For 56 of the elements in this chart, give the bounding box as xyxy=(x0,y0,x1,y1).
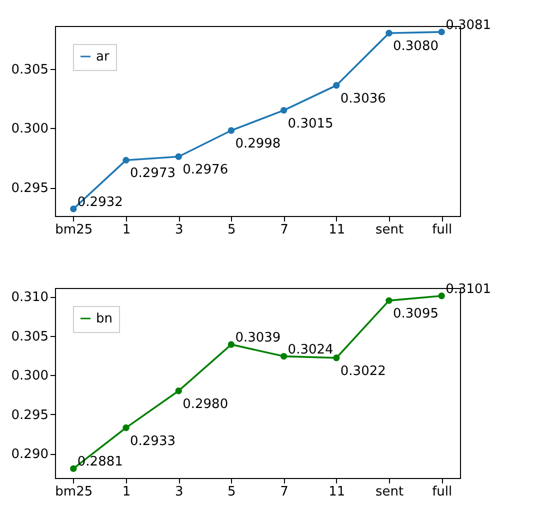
x-tick-label: full xyxy=(432,484,452,500)
legend-label: bn xyxy=(96,312,112,326)
x-tick-label: 7 xyxy=(280,222,288,238)
y-tick-label: 0.305 xyxy=(11,329,48,344)
x-tick-label: 3 xyxy=(174,222,184,238)
x-tick-label: sent xyxy=(375,484,404,500)
data-label: 0.3081 xyxy=(446,18,492,33)
point xyxy=(333,354,340,362)
data-label: 0.3015 xyxy=(288,116,334,132)
x-tick-label: sent xyxy=(375,222,404,238)
point xyxy=(122,424,130,432)
data-label: 0.2998 xyxy=(235,136,281,152)
point xyxy=(175,388,182,394)
y-tick-label: 0.290 xyxy=(11,447,48,462)
point xyxy=(333,82,340,89)
data-label: 0.3080 xyxy=(392,39,438,54)
data-label: 0.3024 xyxy=(288,342,334,358)
point xyxy=(228,127,235,134)
data-label: 0.2976 xyxy=(182,162,228,178)
data-label: 0.3039 xyxy=(235,330,281,346)
data-label: 0.2973 xyxy=(130,166,176,182)
point xyxy=(386,30,392,36)
point xyxy=(70,465,77,472)
x-tick-label: 11 xyxy=(328,222,346,238)
y-tick-label: 0.300 xyxy=(11,122,48,137)
x-tick-label: 5 xyxy=(228,484,236,500)
point xyxy=(438,292,445,300)
y-tick-label: 0.295 xyxy=(11,181,48,196)
x-tick-label: bm25 xyxy=(55,222,93,238)
data-label: 0.2980 xyxy=(182,396,228,412)
point xyxy=(386,297,392,304)
x-tick-label: full xyxy=(432,222,452,238)
x-tick-label: 1 xyxy=(122,484,131,500)
data-label: 0.3022 xyxy=(340,364,386,379)
point xyxy=(280,106,288,114)
y-tick-label: 0.295 xyxy=(11,408,48,423)
x-tick-label: 3 xyxy=(174,484,184,500)
x-tick-label: 11 xyxy=(328,484,346,500)
y-tick-label: 0.310 xyxy=(11,290,48,306)
x-tick-label: 5 xyxy=(228,222,236,238)
legend-label: ar xyxy=(96,50,110,64)
x-tick-label: bm25 xyxy=(55,484,93,500)
point xyxy=(280,352,288,360)
point xyxy=(438,28,445,36)
data-label: 0.3036 xyxy=(340,91,386,106)
point xyxy=(70,206,77,212)
data-label: 0.3095 xyxy=(392,306,438,322)
y-tick-label: 0.305 xyxy=(11,62,48,78)
point xyxy=(228,341,235,348)
point xyxy=(122,156,130,164)
x-tick-label: 7 xyxy=(280,484,288,500)
y-tick-label: 0.300 xyxy=(11,368,48,384)
x-tick-label: 1 xyxy=(122,222,131,238)
point xyxy=(175,153,182,160)
data-label: 0.2933 xyxy=(130,434,176,449)
data-label: 0.3101 xyxy=(446,282,492,297)
